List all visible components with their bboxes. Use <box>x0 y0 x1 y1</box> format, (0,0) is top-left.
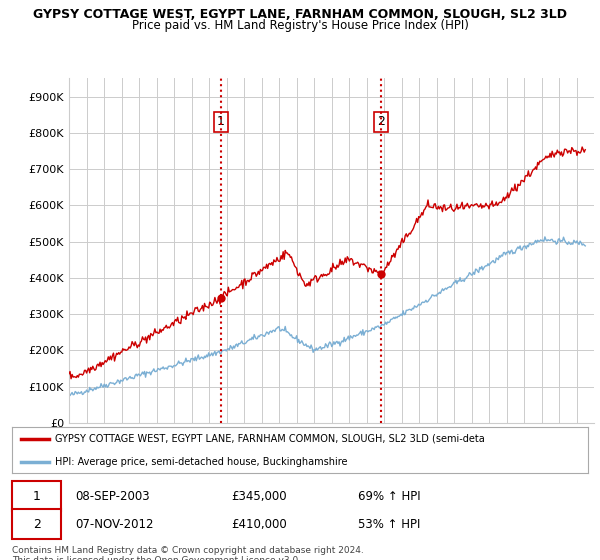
FancyBboxPatch shape <box>12 481 61 511</box>
Text: 53% ↑ HPI: 53% ↑ HPI <box>358 517 420 531</box>
Text: 69% ↑ HPI: 69% ↑ HPI <box>358 489 420 503</box>
Text: GYPSY COTTAGE WEST, EGYPT LANE, FARNHAM COMMON, SLOUGH, SL2 3LD: GYPSY COTTAGE WEST, EGYPT LANE, FARNHAM … <box>33 8 567 21</box>
Text: 1: 1 <box>33 489 41 503</box>
Text: 07-NOV-2012: 07-NOV-2012 <box>76 517 154 531</box>
Text: GYPSY COTTAGE WEST, EGYPT LANE, FARNHAM COMMON, SLOUGH, SL2 3LD (semi-deta: GYPSY COTTAGE WEST, EGYPT LANE, FARNHAM … <box>55 434 485 444</box>
Text: Price paid vs. HM Land Registry's House Price Index (HPI): Price paid vs. HM Land Registry's House … <box>131 19 469 32</box>
Text: HPI: Average price, semi-detached house, Buckinghamshire: HPI: Average price, semi-detached house,… <box>55 457 348 466</box>
Text: 1: 1 <box>217 115 225 128</box>
Text: £410,000: £410,000 <box>231 517 287 531</box>
Text: 08-SEP-2003: 08-SEP-2003 <box>76 489 150 503</box>
FancyBboxPatch shape <box>12 509 61 539</box>
Text: 2: 2 <box>377 115 385 128</box>
Text: Contains HM Land Registry data © Crown copyright and database right 2024.
This d: Contains HM Land Registry data © Crown c… <box>12 546 364 560</box>
Text: 2: 2 <box>33 517 41 531</box>
Text: £345,000: £345,000 <box>231 489 287 503</box>
